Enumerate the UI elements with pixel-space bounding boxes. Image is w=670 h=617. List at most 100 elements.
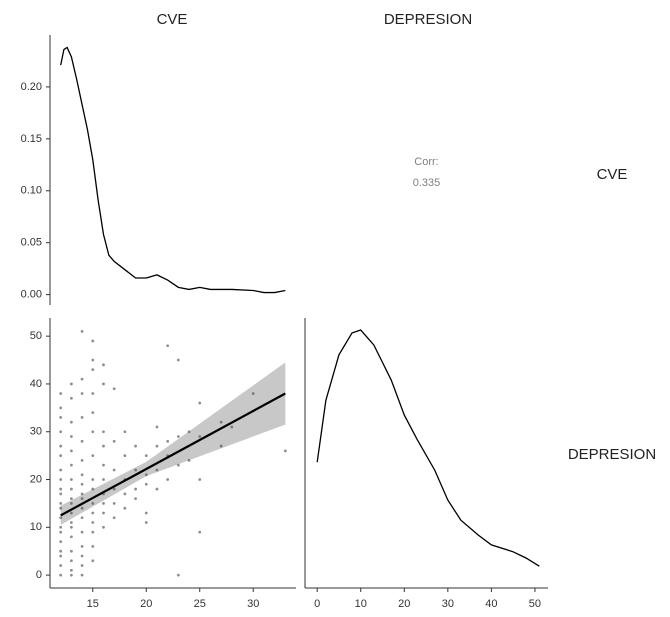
x-tick-label: 40 (485, 598, 497, 610)
x-tick-label: 50 (529, 598, 541, 610)
point (69, 525, 73, 529)
point (134, 487, 137, 491)
point (155, 444, 159, 448)
point (102, 525, 105, 529)
point (59, 573, 63, 577)
point (155, 425, 159, 429)
x-tick-label: 10 (355, 598, 367, 610)
point (198, 401, 202, 405)
point (102, 478, 105, 481)
point (91, 487, 95, 491)
point (91, 521, 95, 524)
point (59, 549, 63, 553)
point (69, 449, 73, 453)
point (219, 420, 223, 424)
point (80, 473, 84, 477)
point (59, 564, 63, 567)
point (230, 425, 234, 429)
point (59, 492, 63, 496)
point (80, 545, 84, 548)
point (144, 511, 148, 515)
point (102, 463, 105, 467)
point (59, 392, 63, 395)
point (69, 502, 73, 505)
point (91, 454, 95, 458)
point (80, 554, 84, 558)
point (91, 559, 95, 563)
point (59, 506, 63, 510)
point (144, 473, 148, 477)
point (112, 487, 116, 491)
point (112, 387, 116, 391)
point (69, 420, 73, 424)
point (166, 344, 170, 348)
point (155, 468, 159, 472)
point (198, 478, 202, 481)
y-tick-label: 0.20 (21, 81, 42, 93)
point (59, 444, 63, 448)
point (91, 545, 95, 548)
point (59, 487, 63, 491)
point (91, 411, 95, 415)
point (80, 482, 84, 486)
point (80, 516, 84, 520)
point (80, 497, 84, 501)
point (91, 502, 95, 505)
point (144, 521, 148, 524)
point (69, 549, 73, 553)
point (144, 454, 148, 458)
point (134, 444, 137, 448)
y-tick-label: 20 (30, 473, 42, 485)
point (69, 487, 73, 491)
y-tick-label: 0.00 (21, 289, 42, 301)
regression-line (60, 392, 286, 517)
y-tick-label: 30 (30, 426, 42, 438)
point (144, 482, 148, 486)
point (112, 468, 116, 472)
point (80, 573, 84, 577)
point (69, 478, 73, 481)
point (176, 463, 180, 467)
row-label: CVE (597, 166, 628, 183)
y-tick-label: 10 (30, 521, 42, 533)
point (80, 415, 84, 419)
point (80, 377, 84, 381)
point (80, 530, 84, 534)
point (102, 430, 105, 434)
x-tick-label: 30 (247, 598, 259, 610)
point (123, 454, 127, 458)
point (155, 487, 159, 491)
point (69, 497, 73, 501)
point (219, 444, 223, 448)
point (69, 559, 73, 563)
point (112, 439, 116, 443)
point (80, 564, 84, 567)
point (187, 459, 191, 462)
point (102, 502, 105, 505)
point (59, 525, 63, 529)
point (134, 497, 137, 501)
point (102, 363, 105, 367)
point (198, 530, 202, 534)
point (80, 392, 84, 395)
density-line (60, 46, 286, 294)
point (283, 449, 287, 453)
corr-value: 0.335 (413, 177, 441, 189)
point (187, 430, 191, 434)
point (80, 439, 84, 443)
point (166, 439, 170, 443)
point (91, 392, 95, 395)
point (123, 492, 127, 496)
density-line (316, 329, 540, 567)
point (176, 573, 180, 577)
point (59, 430, 63, 434)
point (91, 430, 95, 434)
point (59, 415, 63, 419)
point (91, 478, 95, 481)
point (69, 463, 73, 467)
point (80, 492, 84, 496)
point (91, 368, 95, 372)
y-tick-label: 40 (30, 378, 42, 390)
